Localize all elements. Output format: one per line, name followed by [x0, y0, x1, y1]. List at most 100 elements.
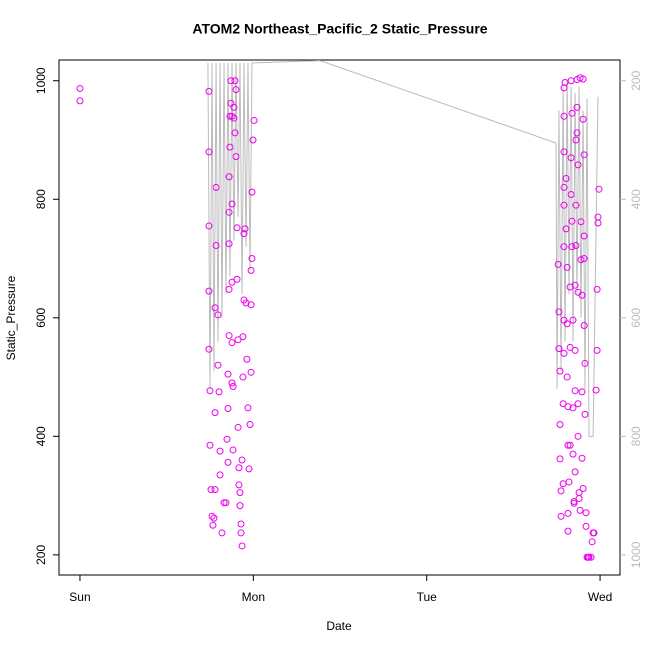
- point: [579, 115, 587, 123]
- point: [567, 77, 575, 85]
- point: [247, 368, 255, 376]
- point: [247, 266, 255, 274]
- point: [240, 230, 248, 238]
- point: [563, 320, 571, 328]
- point: [249, 136, 257, 144]
- point: [578, 454, 586, 462]
- point: [564, 509, 572, 517]
- point: [226, 143, 234, 151]
- point: [224, 458, 232, 466]
- point: [581, 359, 589, 367]
- point: [239, 333, 247, 341]
- plot-area: [76, 60, 603, 561]
- point: [587, 553, 595, 561]
- point: [229, 383, 237, 391]
- point: [556, 420, 564, 428]
- point: [560, 112, 568, 120]
- point: [571, 387, 579, 395]
- point: [563, 263, 571, 271]
- point: [231, 129, 239, 137]
- point: [572, 241, 580, 249]
- point: [230, 114, 238, 122]
- point: [592, 386, 600, 394]
- point: [233, 275, 241, 283]
- point: [237, 520, 245, 528]
- point: [222, 499, 230, 507]
- point: [593, 346, 601, 354]
- point: [580, 232, 588, 240]
- y-tick-label: 600: [34, 307, 48, 327]
- point: [208, 512, 216, 520]
- point: [236, 502, 244, 510]
- point: [248, 188, 256, 196]
- point: [228, 112, 236, 120]
- point: [238, 542, 246, 550]
- point: [231, 77, 239, 85]
- point: [590, 529, 598, 537]
- point: [577, 218, 585, 226]
- point: [582, 522, 590, 530]
- point: [225, 208, 233, 216]
- point: [582, 509, 590, 517]
- x-tick-label: Sun: [69, 590, 90, 604]
- point: [76, 97, 84, 105]
- point: [564, 441, 572, 449]
- point: [211, 304, 219, 312]
- point: [206, 441, 214, 449]
- point: [576, 506, 584, 514]
- point: [205, 345, 213, 353]
- point: [229, 446, 237, 454]
- y2-tick-label: 800: [629, 426, 643, 446]
- point: [76, 84, 84, 92]
- point: [560, 183, 568, 191]
- point: [573, 129, 581, 137]
- y2-tick-label: 400: [629, 189, 643, 209]
- point: [569, 404, 577, 412]
- x-tick-label: Tue: [417, 590, 438, 604]
- point: [224, 370, 232, 378]
- point: [220, 499, 228, 507]
- point: [216, 471, 224, 479]
- y2-tick-label: 200: [629, 70, 643, 90]
- point: [226, 112, 234, 120]
- point: [225, 285, 233, 293]
- point: [214, 311, 222, 319]
- point: [565, 478, 573, 486]
- point: [228, 278, 236, 286]
- point: [212, 241, 220, 249]
- point: [224, 404, 232, 412]
- point: [560, 349, 568, 357]
- point: [211, 409, 219, 417]
- point: [569, 316, 577, 324]
- chart-title: ATOM2 Northeast_Pacific_2 Static_Pressur…: [192, 21, 487, 37]
- point: [573, 103, 581, 111]
- point: [225, 240, 233, 248]
- y-axis-label: Static_Pressure: [4, 275, 18, 360]
- point: [560, 201, 568, 209]
- point: [559, 480, 567, 488]
- point: [594, 213, 602, 221]
- plot-box: [58, 59, 621, 576]
- point: [572, 201, 580, 209]
- point: [571, 468, 579, 476]
- point: [585, 553, 593, 561]
- point: [580, 322, 588, 330]
- point: [232, 86, 240, 94]
- point: [557, 487, 565, 495]
- point: [560, 243, 568, 251]
- y2-tick-label: 1000: [629, 541, 643, 568]
- point: [232, 153, 240, 161]
- point: [566, 441, 574, 449]
- point: [578, 291, 586, 299]
- point: [564, 403, 572, 411]
- point: [555, 308, 563, 316]
- point: [225, 173, 233, 181]
- point: [567, 154, 575, 162]
- point: [579, 484, 587, 492]
- point: [554, 260, 562, 268]
- point: [236, 489, 244, 497]
- y-tick-label: 200: [34, 545, 48, 565]
- point: [207, 486, 215, 494]
- point: [248, 255, 256, 263]
